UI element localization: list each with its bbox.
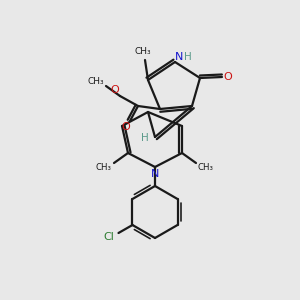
Text: CH₃: CH₃ (135, 47, 151, 56)
Text: CH₃: CH₃ (88, 77, 104, 86)
Text: CH₃: CH₃ (198, 164, 214, 172)
Text: CH₃: CH₃ (96, 164, 112, 172)
Text: O: O (224, 72, 232, 82)
Text: O: O (111, 85, 119, 95)
Text: N: N (175, 52, 183, 62)
Text: H: H (184, 52, 192, 62)
Text: Cl: Cl (103, 232, 114, 242)
Text: N: N (151, 169, 159, 179)
Text: O: O (122, 122, 130, 132)
Text: H: H (141, 133, 149, 143)
